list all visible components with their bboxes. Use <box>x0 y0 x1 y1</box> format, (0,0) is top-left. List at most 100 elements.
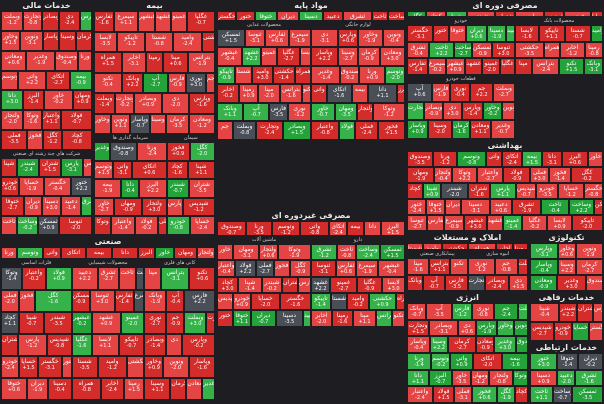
stock-tile[interactable]: وپاسار -1.6 <box>189 355 215 378</box>
stock-tile[interactable]: وامید <box>590 25 603 42</box>
stock-tile[interactable]: خگستر -0.4 <box>44 177 71 197</box>
stock-tile[interactable]: فولاد +1.5 <box>433 386 454 403</box>
stock-tile[interactable]: وغدیر <box>202 377 215 400</box>
stock-tile[interactable]: ومعادن <box>186 377 203 400</box>
stock-tile[interactable]: خگستر <box>217 11 236 21</box>
sector-block[interactable]: مصرفی غیردوره ای وصندوق -0.7 ورنا -3.5 وتوسم -… <box>216 210 406 404</box>
stock-tile[interactable]: وپاسار +0.9 <box>407 120 428 139</box>
sector-block[interactable]: خدمات رفاهیشپنا-0.4شبندر+2.2شترانپارسشپد… <box>529 292 604 342</box>
stock-tile[interactable]: فارس -3.5 <box>269 102 288 122</box>
stock-tile[interactable]: شتران <box>577 303 593 322</box>
stock-tile[interactable]: وتوکا -1.6 <box>23 110 42 131</box>
stock-tile[interactable]: ثفارس -1.4 <box>407 58 428 75</box>
stock-tile[interactable]: حکشتی <box>442 243 468 251</box>
stock-tile[interactable]: ولتجار <box>357 102 373 122</box>
stock-tile[interactable]: ونوین +1.1 <box>111 113 130 135</box>
stock-tile[interactable]: پارس <box>298 276 311 294</box>
stock-tile[interactable]: وصندوق -0.7 <box>217 221 246 236</box>
stock-tile[interactable]: وبملت -1.2 <box>1 11 23 31</box>
stock-tile[interactable]: ثشرق <box>81 196 92 216</box>
stock-tile[interactable]: ولتجار -2.0 <box>1 110 23 131</box>
industry-group[interactable]: لوازم خانگی دی -3.1 وپارس +0.6 وخاور -1.9 ونوین… <box>311 20 405 140</box>
stock-tile[interactable]: غگلپا -1.6 <box>71 333 92 356</box>
stock-tile[interactable]: ثمسکن -0.9 <box>472 41 492 59</box>
stock-tile[interactable]: ثمسکن +1.5 <box>380 243 405 261</box>
stock-tile[interactable]: اتکای +0.6 <box>132 160 167 180</box>
stock-tile[interactable]: رمپنا <box>513 243 528 251</box>
stock-tile[interactable]: دانا -0.4 <box>121 179 139 198</box>
stock-tile[interactable]: تاپیکو -2.0 <box>572 215 603 231</box>
stock-tile[interactable]: کگل -1.6 <box>35 289 72 312</box>
stock-tile[interactable]: وتجارت <box>407 101 424 121</box>
stock-tile[interactable]: ومعادن +3.0 <box>380 47 405 66</box>
stock-tile[interactable]: فخوز +0.9 <box>166 142 190 161</box>
stock-tile[interactable]: غمینو -2.0 <box>482 58 500 75</box>
stock-tile[interactable]: جم +2.2 <box>470 83 493 102</box>
stock-tile[interactable]: وبانک +2.2 <box>122 72 143 94</box>
stock-tile[interactable]: شتران -1.6 <box>468 183 490 199</box>
stock-tile[interactable]: شپنا -1.4 <box>238 276 262 294</box>
stock-tile[interactable]: شتران +1.5 <box>39 157 61 178</box>
stock-tile[interactable]: خاور <box>155 247 174 260</box>
stock-tile[interactable]: ختور +2.2 <box>71 177 92 197</box>
stock-tile[interactable]: غبشهر +3.0 <box>464 215 487 231</box>
stock-tile[interactable]: وصندوق -0.8 <box>110 142 137 161</box>
stock-tile[interactable]: وبصادر -2.4 <box>484 274 509 291</box>
stock-tile[interactable]: همراه <box>295 65 311 85</box>
stock-tile[interactable]: ولتجار -0.4 <box>434 167 452 183</box>
stock-tile[interactable]: بیمه <box>352 84 368 103</box>
stock-tile[interactable]: سیمرغ +1.1 <box>114 11 138 32</box>
stock-tile[interactable]: ختوقا -2.7 <box>1 196 24 216</box>
stock-tile[interactable]: وخاور +0.6 <box>558 243 576 259</box>
stock-tile[interactable]: اتکای -2.4 <box>502 151 522 167</box>
stock-tile[interactable]: سیمرغ <box>133 289 145 312</box>
stock-tile[interactable]: وخاور <box>497 319 514 337</box>
stock-tile[interactable]: آپ -3.5 <box>426 303 452 320</box>
sector-block[interactable]: تکنولوژی وپارس -3.1 وخاور +0.6 ونوین -1.9 وپاسا… <box>529 232 604 292</box>
stock-tile[interactable]: وصندوق -0.4 <box>55 50 78 71</box>
stock-tile[interactable]: فخوز <box>27 130 43 150</box>
stock-tile[interactable]: بترانس -3.1 <box>161 267 190 290</box>
stock-tile[interactable]: بترانس <box>376 309 392 327</box>
stock-tile[interactable]: شبندر -2.4 <box>17 157 39 178</box>
stock-tile[interactable]: ومهان -0.9 <box>114 197 142 217</box>
stock-tile[interactable]: غبشهر +0.9 <box>446 58 465 75</box>
stock-tile[interactable]: خودرو +0.9 <box>233 293 251 310</box>
stock-tile[interactable]: وبانک <box>407 274 423 291</box>
stock-tile[interactable]: وخاور <box>94 113 111 135</box>
stock-tile[interactable]: ولتجار <box>197 247 215 260</box>
stock-tile[interactable]: وغدیر +3.0 <box>557 275 586 291</box>
stock-tile[interactable]: دسینا +0.9 <box>530 369 557 387</box>
stock-tile[interactable]: کگل -0.9 <box>290 260 311 277</box>
stock-tile[interactable]: وبملت -2.7 <box>493 83 515 102</box>
stock-tile[interactable]: حکشتی <box>126 355 145 378</box>
stock-tile[interactable]: غمینو <box>171 11 187 32</box>
stock-tile[interactable]: تکنو <box>392 309 405 327</box>
stock-tile[interactable]: اخابر -3.1 <box>122 52 146 73</box>
stock-tile[interactable]: البرز <box>397 84 405 103</box>
stock-tile[interactable]: وصندوق <box>586 275 603 291</box>
stock-tile[interactable]: ثفارس +0.6 <box>265 28 289 48</box>
stock-tile[interactable]: وخاور +0.9 <box>144 355 164 378</box>
stock-tile[interactable]: فولاد -0.7 <box>61 110 92 131</box>
sector-block[interactable]: بیمه ثفارس -1.6 سیمرغ +1.1 غبشهر غشهد غمینو غگلپ… <box>93 0 216 236</box>
stock-tile[interactable]: مپنا +0.6 <box>163 52 188 73</box>
stock-tile[interactable]: ومهان -1.9 <box>407 167 434 183</box>
stock-tile[interactable]: وتوسم -1.2 <box>272 221 300 236</box>
stock-tile[interactable]: کچاد +1.1 <box>1 311 19 334</box>
stock-tile[interactable]: وساخت +2.2 <box>569 199 594 215</box>
stock-tile[interactable]: فخوز +0.6 <box>472 386 497 403</box>
stock-tile[interactable]: وپارس -1.6 <box>189 93 215 114</box>
stock-tile[interactable]: وسینا +2.2 <box>430 336 448 353</box>
stock-tile[interactable]: ختوقا +1.5 <box>426 199 445 215</box>
stock-tile[interactable]: غمینو -2.0 <box>120 311 145 334</box>
stock-tile[interactable]: پارس -3.1 <box>61 157 83 178</box>
stock-tile[interactable]: جم -2.4 <box>494 303 518 320</box>
stock-tile[interactable]: شتران -3.5 <box>188 179 215 198</box>
stock-tile[interactable]: وامید -1.2 <box>97 355 127 378</box>
stock-tile[interactable]: پارس -1.2 <box>18 333 47 356</box>
stock-tile[interactable]: ومعادن -0.9 <box>476 336 494 353</box>
stock-tile[interactable]: البرز +0.6 <box>562 151 588 167</box>
stock-tile[interactable]: دی +0.6 <box>458 319 476 337</box>
stock-tile[interactable]: آپ -0.7 <box>423 274 445 291</box>
